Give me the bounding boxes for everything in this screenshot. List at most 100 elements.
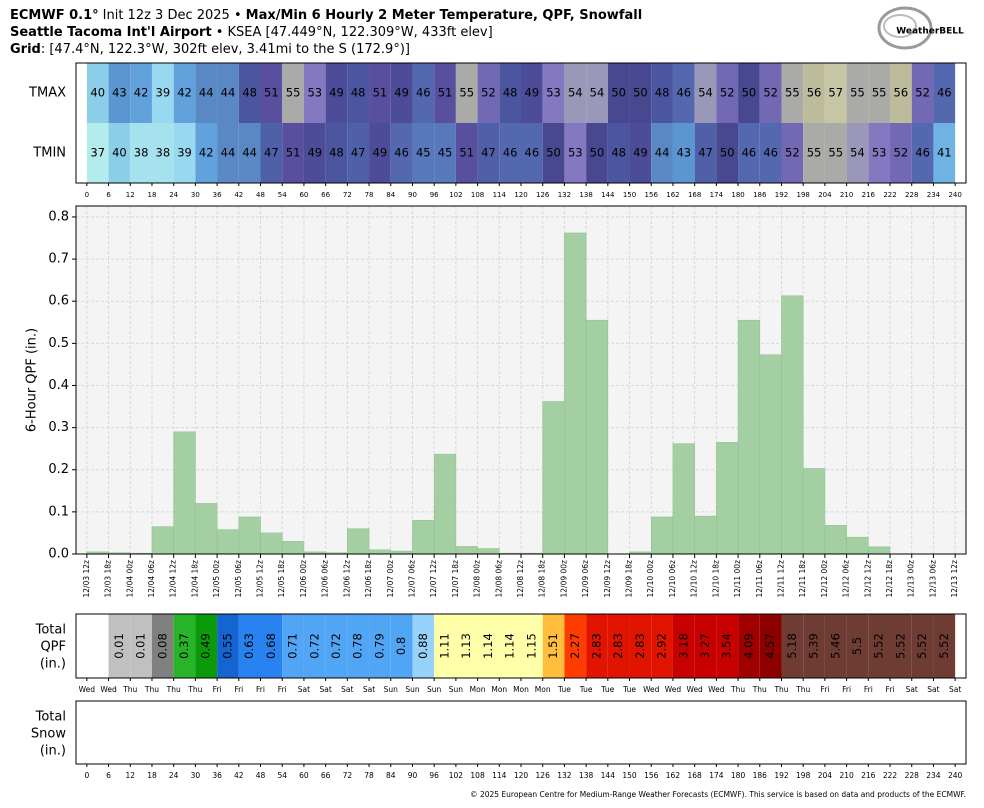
x-tick-label: 72: [343, 191, 352, 199]
total-cell: [260, 614, 283, 678]
total-cell: [86, 614, 109, 678]
temp-cell: [325, 123, 348, 183]
temp-cell: [521, 63, 543, 123]
cell-label: 42: [199, 146, 214, 160]
cell-label: 1.14: [481, 633, 495, 659]
x-tick-label: 6: [106, 191, 111, 199]
total-cell: [890, 614, 912, 678]
temp-cell: [629, 123, 652, 183]
temp-cell: [651, 63, 673, 123]
cell-label: 1.14: [503, 633, 517, 659]
cell-label: 0.68: [264, 633, 278, 659]
temp-cell: [868, 63, 891, 123]
x-tick-label: 24: [169, 771, 179, 780]
x-tick-label: Thu: [795, 685, 810, 694]
temp-cell: [738, 63, 760, 123]
x-tick-label: 36: [213, 191, 222, 199]
x-tick-label: 192: [775, 191, 788, 199]
total-cell: [282, 614, 304, 678]
cell-label: 55: [785, 86, 800, 100]
temp-cell: [282, 123, 304, 183]
x-tick-label: 12/04 06z: [147, 560, 156, 598]
x-tick-label: Thu: [144, 685, 159, 694]
x-tick-label: 12/10 00z: [646, 560, 655, 598]
cell-label: 5.39: [807, 633, 821, 659]
total-cell: [716, 614, 739, 678]
x-tick-label: 138: [579, 191, 592, 199]
cell-label: 54: [698, 86, 713, 100]
temp-cell: [716, 63, 739, 123]
x-tick-label: 180: [731, 191, 744, 199]
cell-label: 46: [763, 146, 778, 160]
temp-cell: [933, 63, 956, 123]
x-tick-label: 0: [85, 191, 89, 199]
x-tick-label: 12/13 06z: [928, 560, 937, 598]
temp-cell: [933, 123, 956, 183]
x-tick-label: 12/07 18z: [451, 560, 460, 598]
bar: [542, 401, 565, 555]
y-tick-label: 0.0: [48, 547, 69, 562]
x-tick-label: 108: [470, 771, 485, 780]
logo: WeatherBELL: [877, 6, 964, 50]
x-tick-label: 12/12 18z: [885, 560, 894, 598]
bar: [585, 319, 609, 555]
x-tick-label: 12/10 06z: [668, 560, 677, 598]
x-tick-label: 132: [557, 771, 572, 780]
chart-title: Max/Min 6 Hourly 2 Meter Temperature, QP…: [246, 8, 643, 23]
x-tick-label: 12/07 12z: [429, 560, 438, 598]
total-cell: [672, 614, 695, 678]
cell-label: 5.18: [785, 633, 799, 659]
x-tick-label: 138: [579, 771, 594, 780]
temp-cell: [781, 63, 804, 123]
x-tick-label: 90: [408, 191, 417, 199]
cell-label: 4.09: [741, 633, 755, 659]
panel-label: Snow: [31, 727, 66, 742]
x-tick-label: 126: [536, 191, 550, 199]
x-tick-label: 12/08 12z: [516, 560, 525, 598]
x-tick-label: 12/06 00z: [299, 560, 308, 598]
y-tick-label: 0.7: [48, 252, 69, 267]
x-tick-label: 12/03 18z: [104, 560, 113, 598]
x-tick-label: 6: [106, 771, 111, 780]
temp-cell: [217, 63, 239, 123]
logo-swirl: [877, 6, 933, 50]
x-tick-label: 12/04 00z: [125, 560, 134, 598]
temp-cell: [499, 63, 521, 123]
temp-cell: [890, 63, 912, 123]
cell-label: 49: [373, 146, 388, 160]
temp-cell: [911, 123, 934, 183]
cell-label: 50: [633, 86, 648, 100]
station-info: • KSEA [47.449°N, 122.309°W, 433ft elev]: [216, 25, 493, 40]
bar: [781, 295, 804, 555]
x-tick-label: 204: [818, 771, 833, 780]
x-tick-label: 102: [449, 771, 464, 780]
temp-cell: [542, 63, 565, 123]
logo-text: WeatherBELL: [896, 27, 964, 37]
x-tick-label: 162: [666, 771, 681, 780]
cell-label: 53: [872, 146, 887, 160]
cell-label: 53: [568, 146, 583, 160]
x-tick-label: 168: [687, 771, 702, 780]
x-tick-label: 108: [471, 191, 484, 199]
total-cell: [564, 614, 587, 678]
cell-label: 48: [611, 146, 626, 160]
cell-label: 2.27: [568, 633, 582, 659]
total-cell: [868, 614, 891, 678]
total-cell: [195, 614, 218, 678]
x-tick-label: Thu: [752, 685, 767, 694]
cell-label: 50: [546, 146, 561, 160]
cell-label: 45: [416, 146, 431, 160]
panel-label: (in.): [40, 744, 66, 759]
cell-label: 50: [742, 86, 757, 100]
temp-cell: [173, 63, 196, 123]
x-tick-label: 66: [321, 191, 330, 199]
x-tick-label: 36: [212, 771, 222, 780]
temp-cell: [130, 63, 152, 123]
x-tick-label: 12/11 06z: [755, 560, 764, 598]
x-tick-label: 24: [169, 191, 178, 199]
temp-cell: [369, 123, 391, 183]
x-tick-label: 12: [125, 771, 135, 780]
cell-label: 0.88: [416, 633, 430, 659]
bar: [759, 354, 782, 555]
total-cell: [694, 614, 717, 678]
